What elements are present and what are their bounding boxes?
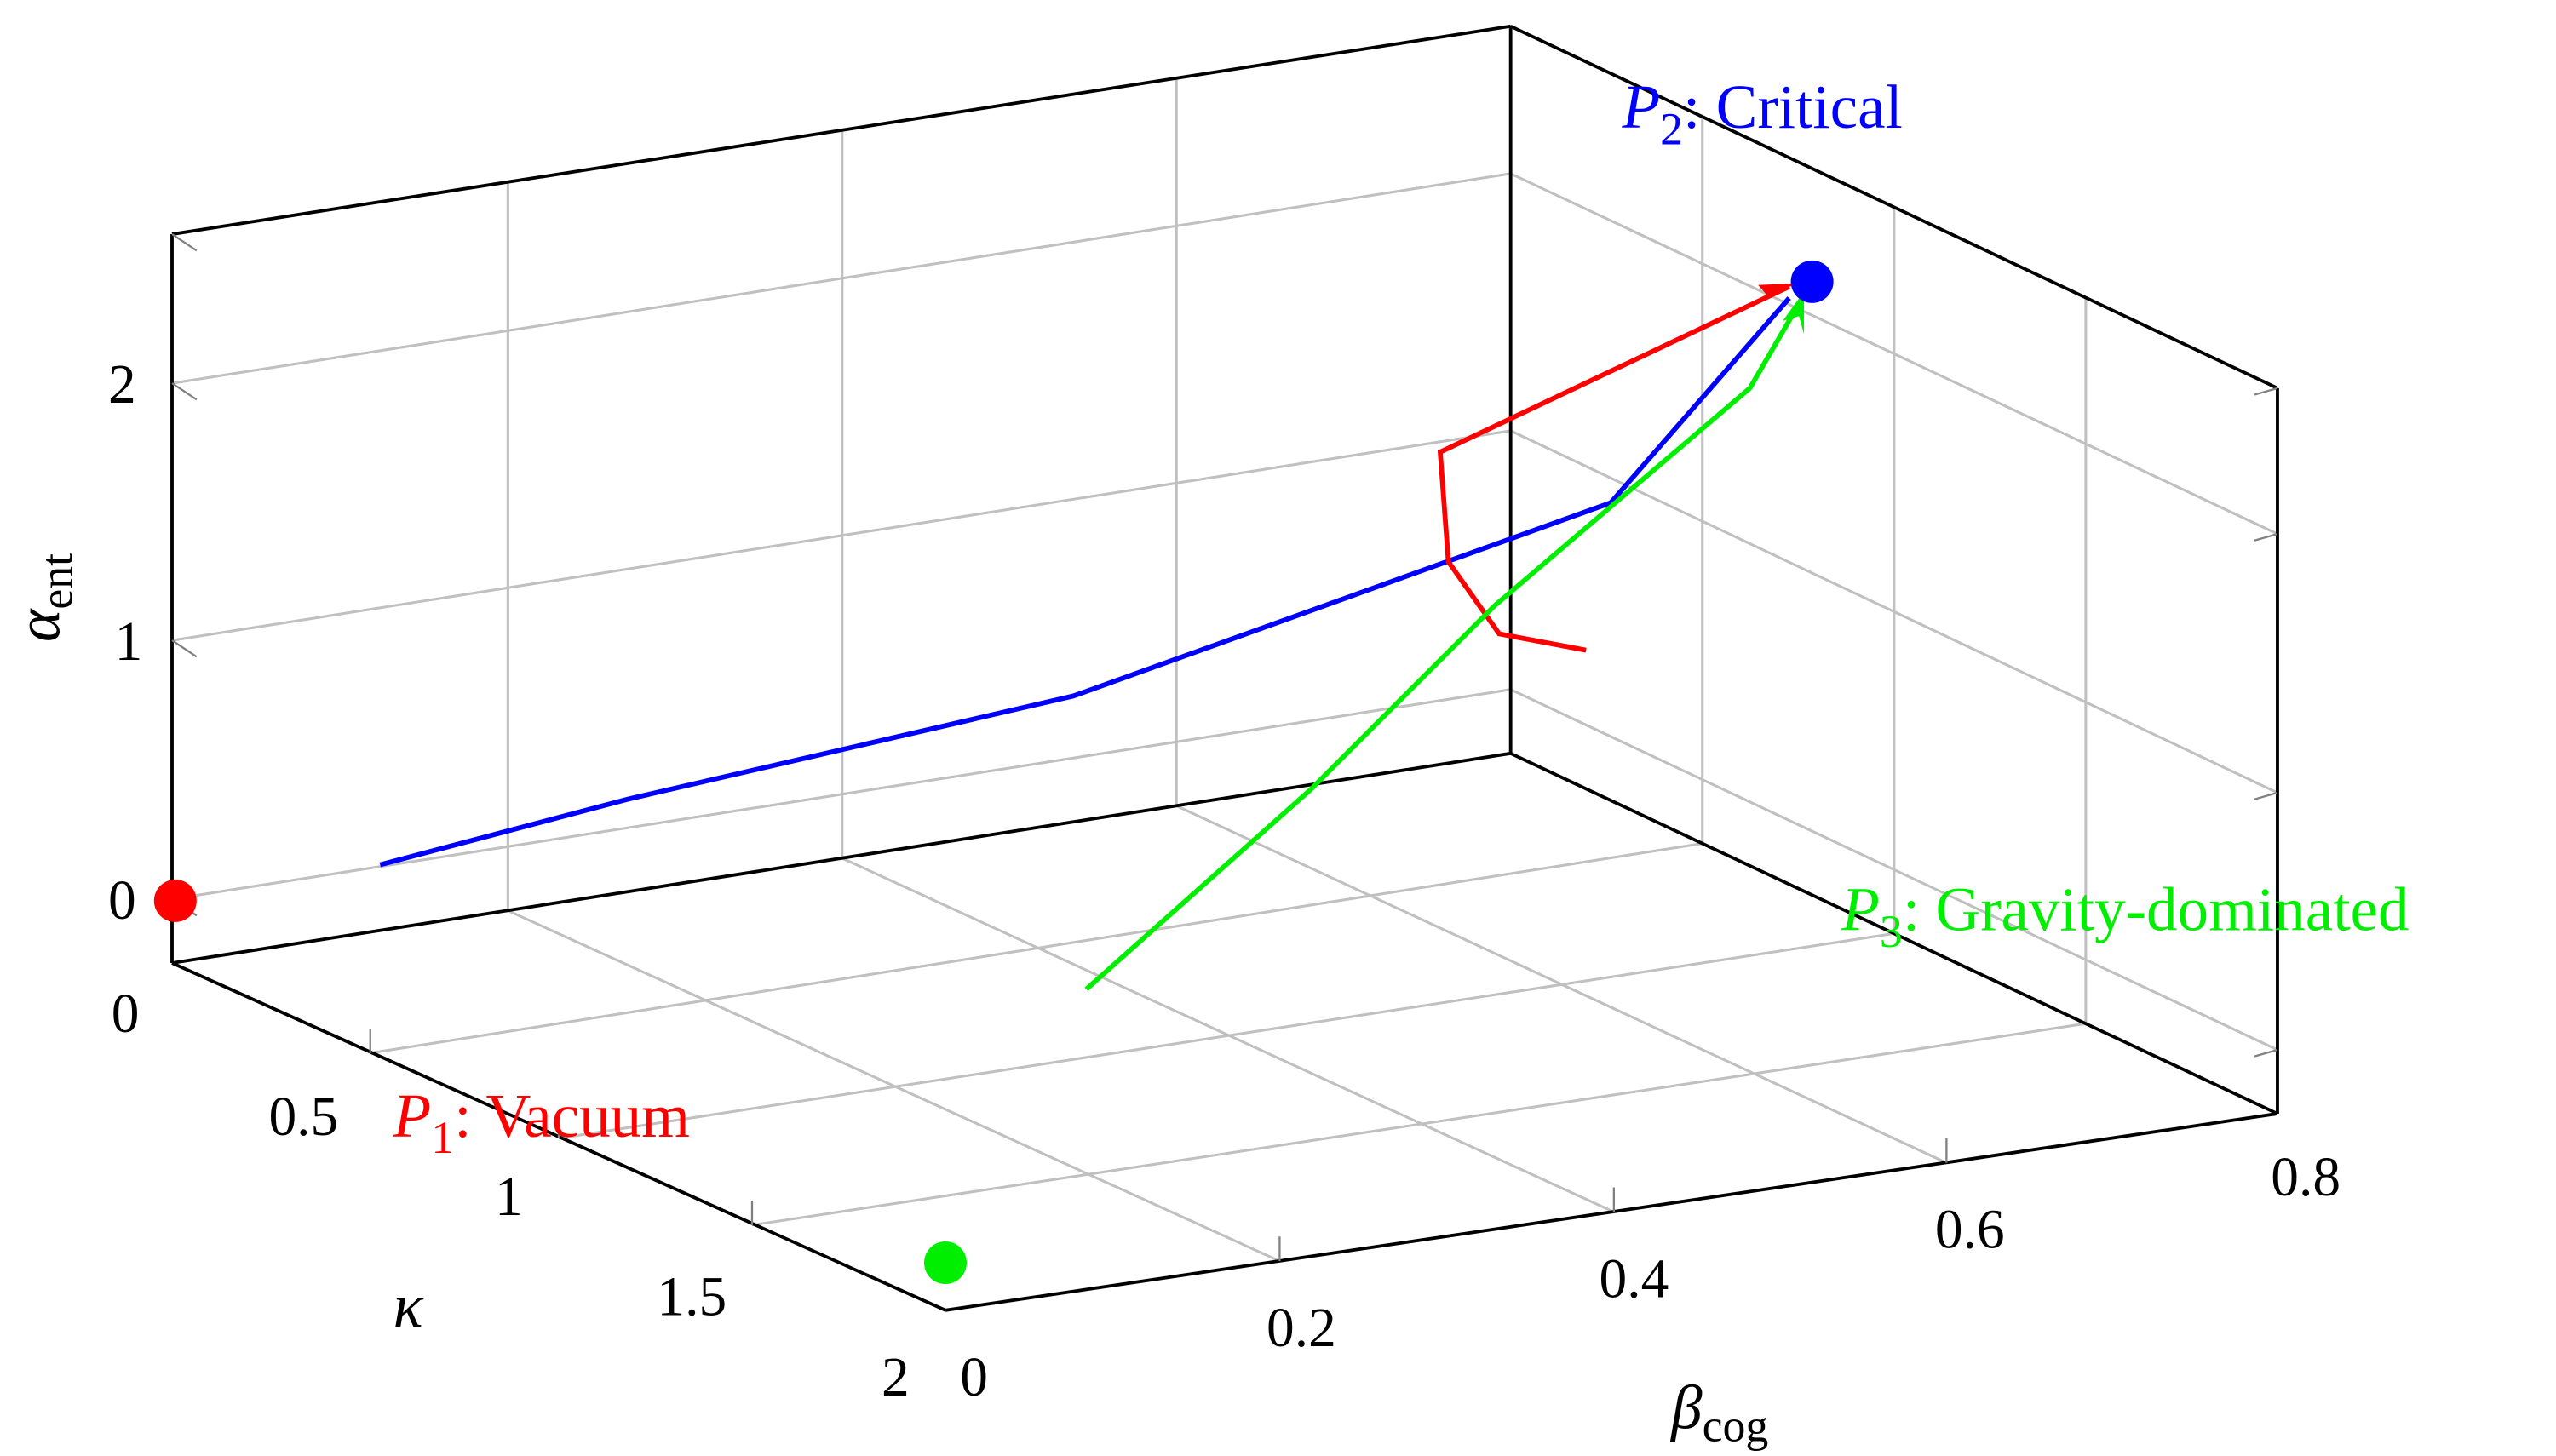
svg-text:0: 0 xyxy=(112,983,140,1045)
svg-text:1: 1 xyxy=(495,1167,523,1228)
svg-text:0.6: 0.6 xyxy=(1935,1200,2005,1261)
svg-text:1: 1 xyxy=(115,611,143,673)
box-edges xyxy=(170,24,2279,1312)
svg-text:0.2: 0.2 xyxy=(1267,1298,1336,1359)
label-p3: P3: Gravity-dominated xyxy=(1841,875,2409,957)
svg-text:0: 0 xyxy=(108,870,136,931)
trajectories xyxy=(379,283,1805,991)
label-p2: P2: Critical xyxy=(1621,72,1902,154)
green-trajectory xyxy=(1084,296,1805,991)
point-p1 xyxy=(153,879,197,922)
label-p1: P1: Vacuum xyxy=(393,1081,690,1163)
svg-text:0.8: 0.8 xyxy=(2271,1147,2341,1208)
svg-text:1.5: 1.5 xyxy=(657,1267,727,1328)
svg-text:2: 2 xyxy=(108,354,136,416)
alpha-axis-ticks: 0 1 2 xyxy=(108,354,142,931)
beta-axis-label: βcog xyxy=(1669,1373,1768,1451)
kappa-axis-ticks: 0 0.5 1 1.5 2 xyxy=(112,983,910,1408)
beta-axis-ticks: 0 0.2 0.4 0.6 0.8 xyxy=(960,1147,2341,1408)
red-arrowhead xyxy=(1758,283,1796,299)
point-p2 xyxy=(1790,260,1834,303)
blue-trajectory xyxy=(379,296,1791,868)
svg-text:0.4: 0.4 xyxy=(1600,1248,1669,1310)
points xyxy=(153,260,1834,1285)
kappa-axis-label: κ xyxy=(393,1271,424,1340)
red-trajectory xyxy=(1437,284,1790,653)
grid-lines xyxy=(171,77,2278,1263)
green-arrowhead xyxy=(1783,291,1805,335)
svg-text:0.5: 0.5 xyxy=(268,1086,338,1148)
svg-text:2: 2 xyxy=(882,1347,910,1408)
svg-text:0: 0 xyxy=(960,1347,988,1408)
alpha-axis-label: αent xyxy=(3,553,82,642)
point-p3 xyxy=(923,1241,967,1285)
